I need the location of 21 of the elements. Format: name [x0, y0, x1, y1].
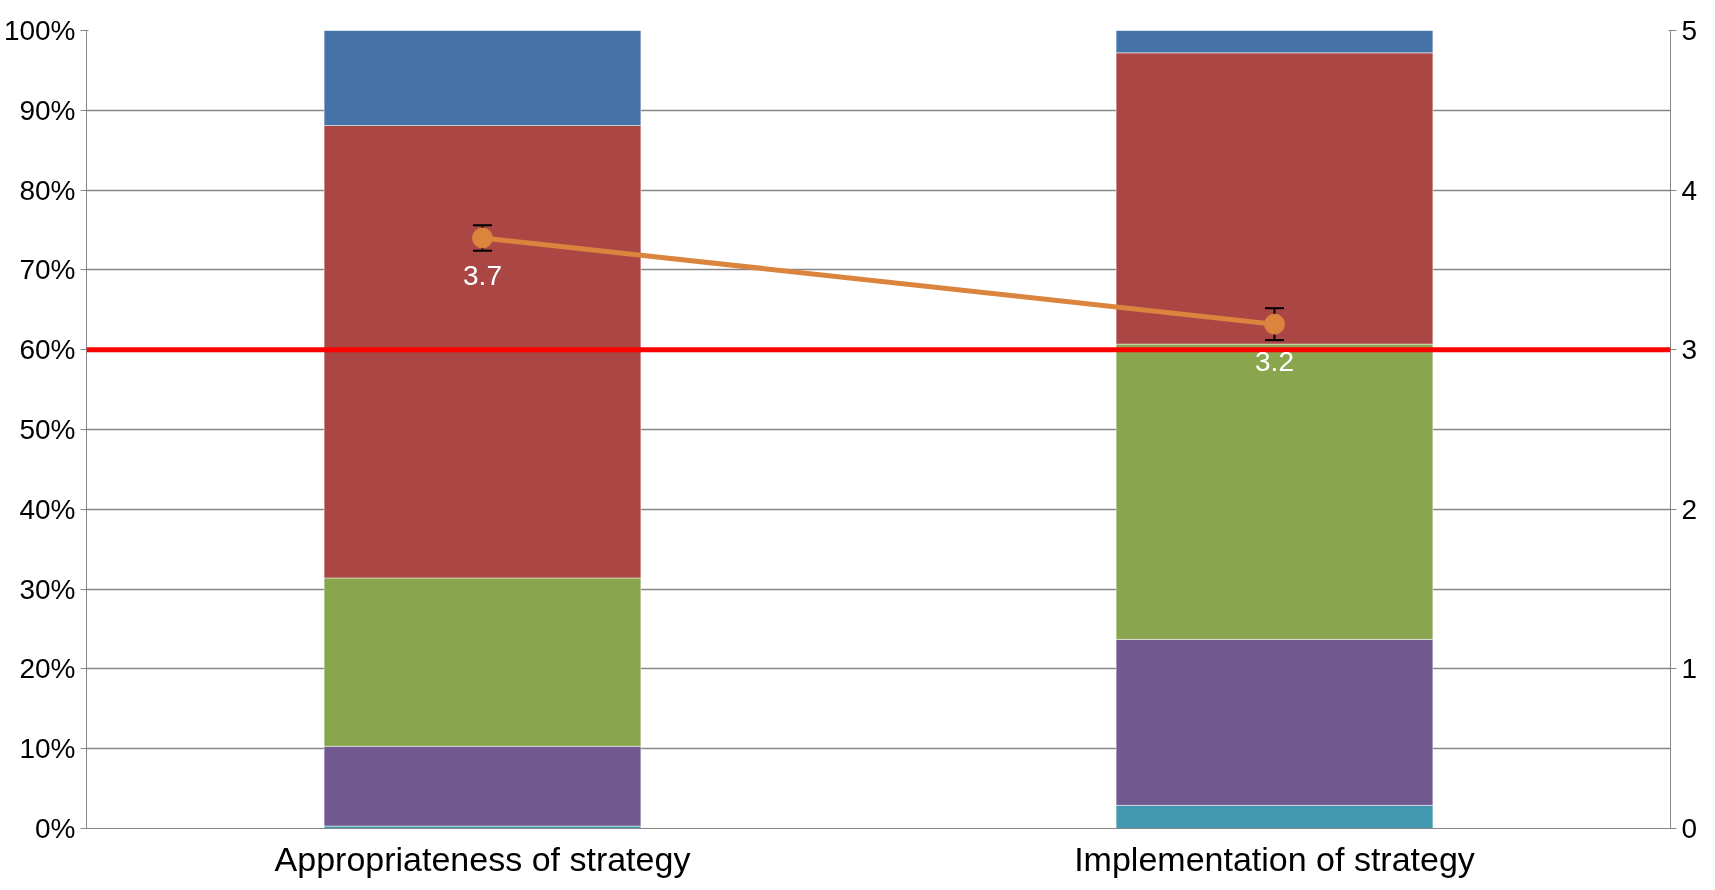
data-label: 3.2 — [1255, 346, 1294, 378]
y-tick-label: 10% — [19, 733, 76, 765]
y-tick-label: 0% — [35, 813, 76, 844]
y2-tick-label: 5 — [1681, 15, 1698, 46]
y-tick-label: 30% — [19, 573, 76, 605]
y-tick-label: 100% — [3, 15, 76, 46]
y-tick-label: 90% — [19, 94, 76, 126]
y2-tick-label: 4 — [1681, 174, 1698, 206]
x-tick-label: Appropriateness of strategy — [274, 839, 691, 878]
y-tick-label: 60% — [19, 334, 76, 366]
y-tick-label: 70% — [19, 254, 76, 286]
x-tick-label: Implementation of strategy — [1074, 839, 1475, 878]
y-tick-label: 40% — [19, 493, 76, 525]
y-tick-label: 80% — [19, 174, 76, 206]
data-label: 3.7 — [463, 259, 502, 291]
y2-tick-label: 1 — [1681, 653, 1698, 685]
y2-tick-label: 2 — [1681, 493, 1698, 525]
y2-tick-label: 3 — [1681, 334, 1698, 366]
y-tick-label: 50% — [19, 414, 76, 445]
y2-tick-label: 0 — [1681, 813, 1698, 844]
y-tick-label: 20% — [19, 653, 76, 685]
